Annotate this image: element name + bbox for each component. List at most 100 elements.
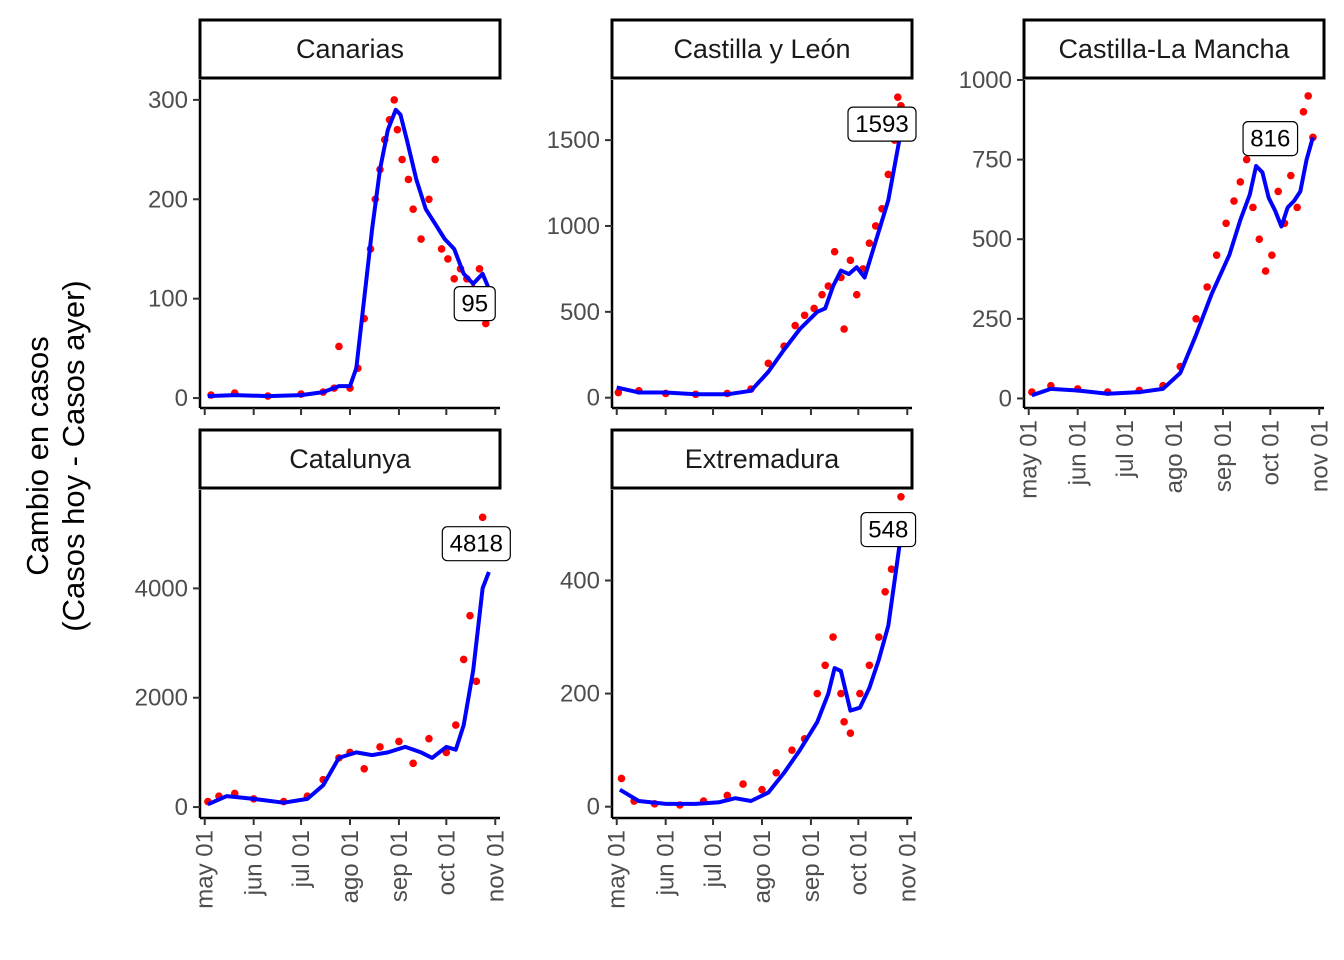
data-point-extremadura [840, 718, 848, 726]
data-point-castilla-la-mancha [1287, 171, 1295, 180]
trend-line-canarias [207, 107, 491, 399]
data-point-castilla-la-mancha [1274, 187, 1283, 196]
value-label-castilla-y-leon: 1593 [855, 111, 908, 138]
data-point-castilla-la-mancha [1293, 203, 1301, 212]
x-tick-label-castilla-la-mancha: jun 01 [1065, 420, 1092, 486]
data-point-canarias [335, 342, 343, 351]
data-point-castilla-y-leon [824, 282, 833, 290]
data-point-extremadura [772, 768, 781, 777]
data-point-extremadura [887, 565, 896, 573]
data-point-extremadura [788, 746, 796, 754]
x-tick-label-catalunya: nov 01 [482, 830, 509, 902]
strip-catalunya [198, 428, 502, 490]
data-point-extremadura [739, 780, 747, 788]
strip-canarias [198, 18, 502, 80]
data-point-catalunya [478, 513, 487, 522]
trend-line-castilla-la-mancha [1031, 136, 1315, 398]
strip-label-canarias: Canarias [296, 34, 404, 64]
y-tick-label-castilla-la-mancha: 0 [999, 385, 1012, 412]
data-point-extremadura [813, 689, 822, 698]
x-tick-label-extremadura: jul 01 [700, 830, 727, 888]
data-point-extremadura [837, 689, 845, 698]
x-tick-label-castilla-la-mancha: nov 01 [1306, 420, 1333, 492]
data-point-castilla-la-mancha [1236, 178, 1245, 186]
x-tick-label-extremadura: sep 01 [798, 830, 825, 902]
y-axis-title-line1: Cambio en casos [20, 336, 55, 576]
value-label-box-canarias [453, 286, 496, 322]
x-tick-label-catalunya: oct 01 [433, 830, 460, 895]
strip-extremadura [610, 428, 914, 490]
strip-castilla-la-mancha [1022, 18, 1326, 80]
value-label-canarias: 95 [461, 291, 488, 318]
data-point-castilla-la-mancha [1222, 219, 1230, 228]
y-tick-label-castilla-la-mancha: 1000 [959, 67, 1012, 94]
data-point-extremadura [881, 587, 889, 596]
x-tick-label-extremadura: ago 01 [749, 830, 776, 903]
y-tick-label-castilla-y-leon: 500 [560, 299, 600, 326]
data-point-extremadura [875, 633, 883, 641]
x-tick-label-extremadura: nov 01 [894, 830, 921, 902]
data-point-canarias [481, 319, 490, 328]
data-point-catalunya [360, 765, 369, 773]
data-point-extremadura [723, 791, 732, 800]
data-point-castilla-y-leon [818, 290, 826, 299]
data-point-castilla-y-leon [884, 170, 893, 179]
x-tick-label-catalunya: jun 01 [241, 830, 268, 896]
data-point-canarias [409, 205, 417, 214]
data-point-catalunya [451, 721, 460, 729]
y-tick-label-catalunya: 2000 [135, 685, 188, 712]
data-point-catalunya [472, 677, 481, 686]
y-tick-label-extremadura: 200 [560, 681, 600, 708]
data-point-catalunya [466, 611, 474, 620]
data-point-extremadura [758, 785, 766, 794]
value-label-box-catalunya [441, 526, 511, 562]
y-tick-label-canarias: 100 [148, 286, 188, 313]
x-tick-label-catalunya: may 01 [192, 830, 219, 909]
data-point-catalunya [425, 734, 433, 743]
y-tick-label-extremadura: 0 [587, 794, 600, 821]
data-point-castilla-la-mancha [1304, 92, 1313, 100]
data-point-canarias [398, 155, 406, 164]
x-tick-label-castilla-la-mancha: sep 01 [1210, 420, 1237, 492]
y-axis-title-line2: (Casos hoy - Casos ayer) [56, 280, 91, 631]
data-point-castilla-y-leon [614, 388, 623, 397]
x-tick-label-catalunya: ago 01 [337, 830, 364, 903]
data-point-canarias [437, 245, 446, 253]
data-point-castilla-y-leon [791, 321, 799, 330]
data-point-extremadura [846, 729, 855, 737]
value-label-extremadura: 548 [868, 517, 908, 544]
x-tick-label-castilla-la-mancha: ago 01 [1161, 420, 1188, 493]
data-point-castilla-la-mancha [1299, 108, 1308, 116]
strip-castilla-y-leon [610, 18, 914, 80]
data-point-canarias [393, 125, 402, 134]
data-point-extremadura [821, 661, 829, 670]
value-label-box-castilla-la-mancha [1242, 120, 1299, 157]
data-point-catalunya [376, 743, 384, 751]
strip-label-castilla-la-mancha: Castilla-La Mancha [1058, 34, 1290, 64]
trend-line-castilla-y-leon [616, 131, 903, 397]
facet-canarias: Canarias 0 100 200 300 95 [148, 18, 502, 415]
value-label-box-castilla-y-leon [847, 106, 917, 142]
data-point-castilla-la-mancha [1268, 251, 1276, 259]
value-label-castilla-la-mancha: 816 [1250, 126, 1290, 153]
facet-castilla-la-mancha: Castilla-La Mancha 0 250 500 750 1000 may 01 ju… [959, 18, 1333, 499]
data-point-catalunya [459, 655, 468, 664]
facet-catalunya: Catalunya 0 2000 4000 may 01 jun 01 jul 01 ago … [135, 428, 511, 909]
strip-label-castilla-y-leon: Castilla y León [673, 34, 850, 64]
y-tick-label-extremadura: 400 [560, 567, 600, 594]
y-tick-label-castilla-la-mancha: 750 [972, 147, 1012, 174]
value-label-catalunya: 4818 [450, 531, 503, 558]
data-point-catalunya [395, 737, 403, 746]
data-point-castilla-y-leon [871, 222, 880, 230]
data-point-canarias [417, 235, 425, 243]
facet-panels: Canarias 0 100 200 300 95 Castilla y León 0 500 1… [135, 18, 1333, 909]
strip-label-extremadura: Extremadura [685, 444, 841, 474]
data-point-extremadura [865, 661, 874, 670]
trend-line-catalunya [207, 571, 491, 807]
data-point-castilla-y-leon [893, 93, 902, 101]
data-point-castilla-y-leon [764, 359, 773, 368]
data-point-canarias [475, 265, 484, 273]
data-point-castilla-la-mancha [1242, 155, 1251, 164]
data-point-catalunya [409, 759, 417, 768]
